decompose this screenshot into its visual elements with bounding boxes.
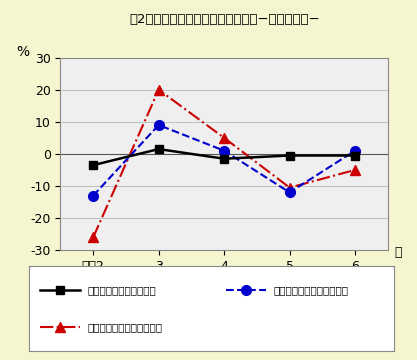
- Text: 図2　労働時間の動き（対前年比）−調査産業計−: 図2 労働時間の動き（対前年比）−調査産業計−: [130, 13, 321, 26]
- Text: 所定外：製造業（前年比）: 所定外：製造業（前年比）: [88, 322, 163, 332]
- Text: 所定外労働時間（前年比）: 所定外労働時間（前年比）: [274, 285, 349, 295]
- Text: %: %: [17, 45, 30, 59]
- Text: 総実労働時間（前年比）: 総実労働時間（前年比）: [88, 285, 156, 295]
- Text: 年: 年: [394, 246, 402, 258]
